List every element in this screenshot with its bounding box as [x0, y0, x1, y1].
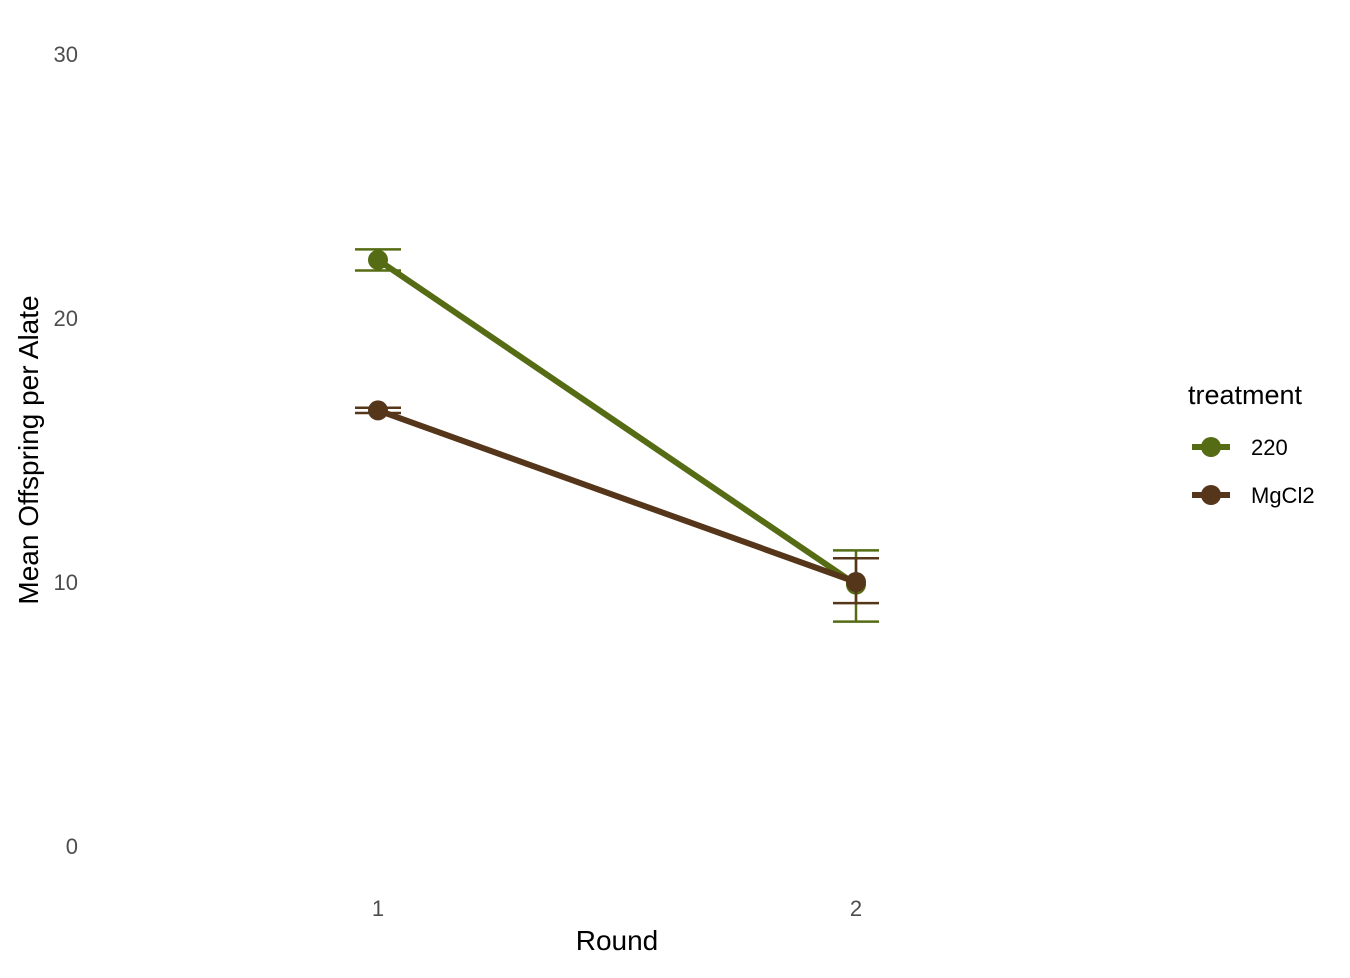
- y-axis-title: Mean Offspring per Alate: [13, 295, 44, 604]
- series-220: [355, 248, 879, 623]
- series-line: [376, 257, 858, 588]
- legend-item: MgCl2: [1192, 483, 1315, 508]
- data-point: [368, 400, 388, 421]
- legend-title: treatment: [1188, 380, 1303, 410]
- series-line: [376, 407, 858, 585]
- series-MgCl2: [355, 400, 879, 605]
- y-tick-label: 0: [66, 834, 78, 859]
- legend-label: MgCl2: [1251, 483, 1315, 508]
- y-tick-label: 20: [54, 306, 78, 331]
- data-point: [368, 249, 388, 270]
- legend-label: 220: [1251, 435, 1288, 460]
- legend-key-point: [1201, 437, 1221, 457]
- y-axis-ticks: 0 10 20 30: [54, 42, 78, 859]
- y-tick-label: 30: [54, 42, 78, 67]
- x-tick-label: 2: [850, 896, 862, 921]
- legend-key-point: [1201, 485, 1221, 505]
- data-point: [846, 572, 866, 592]
- x-tick-label: 1: [372, 896, 384, 921]
- x-axis-title: Round: [576, 925, 659, 956]
- legend: treatment 220 MgCl2: [1188, 380, 1315, 508]
- y-tick-label: 10: [54, 570, 78, 595]
- legend-item: 220: [1192, 435, 1288, 460]
- series-layer: [355, 248, 879, 623]
